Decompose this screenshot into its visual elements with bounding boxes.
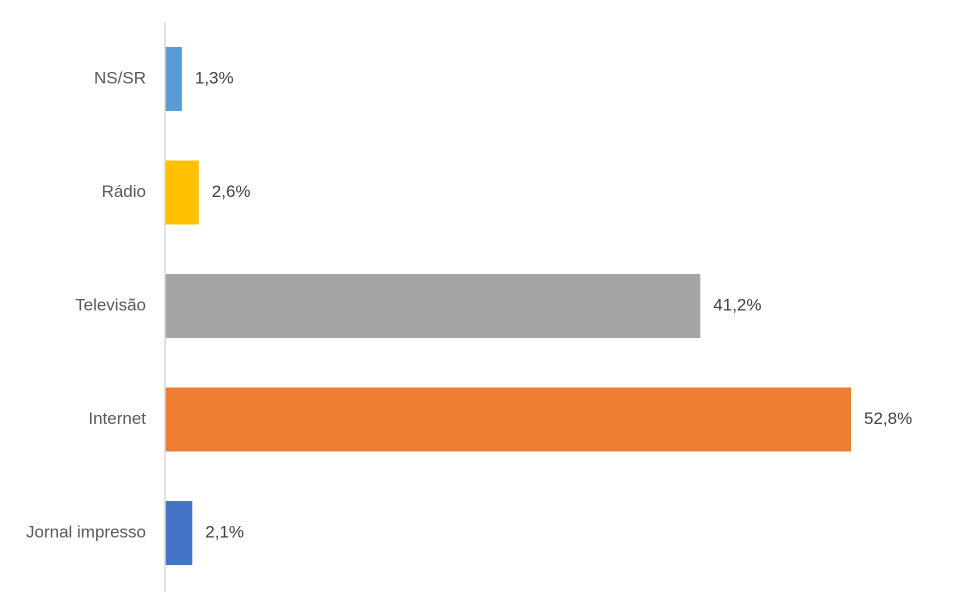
bar-jornal-impresso <box>165 501 193 565</box>
data-label-jornal-impresso: 2,1% <box>205 522 244 541</box>
bar-televisao <box>165 274 701 338</box>
bar-radio <box>165 160 199 225</box>
data-label-televisao: 41,2% <box>713 295 761 314</box>
labels-group: NS/SR 1,3% Rádio 2,6% Televisão 41,2% Internet… <box>26 68 912 541</box>
data-label-ns-sr: 1,3% <box>195 68 234 87</box>
category-label-internet: Internet <box>88 409 146 428</box>
bars-group <box>165 47 851 565</box>
bar-ns-sr <box>165 47 182 111</box>
data-label-internet: 52,8% <box>864 409 912 428</box>
category-label-ns-sr: NS/SR <box>94 68 146 87</box>
category-label-radio: Rádio <box>102 182 146 201</box>
category-label-jornal-impresso: Jornal impresso <box>26 522 146 541</box>
bar-internet <box>165 387 851 452</box>
data-label-radio: 2,6% <box>212 182 251 201</box>
category-label-televisao: Televisão <box>75 295 146 314</box>
